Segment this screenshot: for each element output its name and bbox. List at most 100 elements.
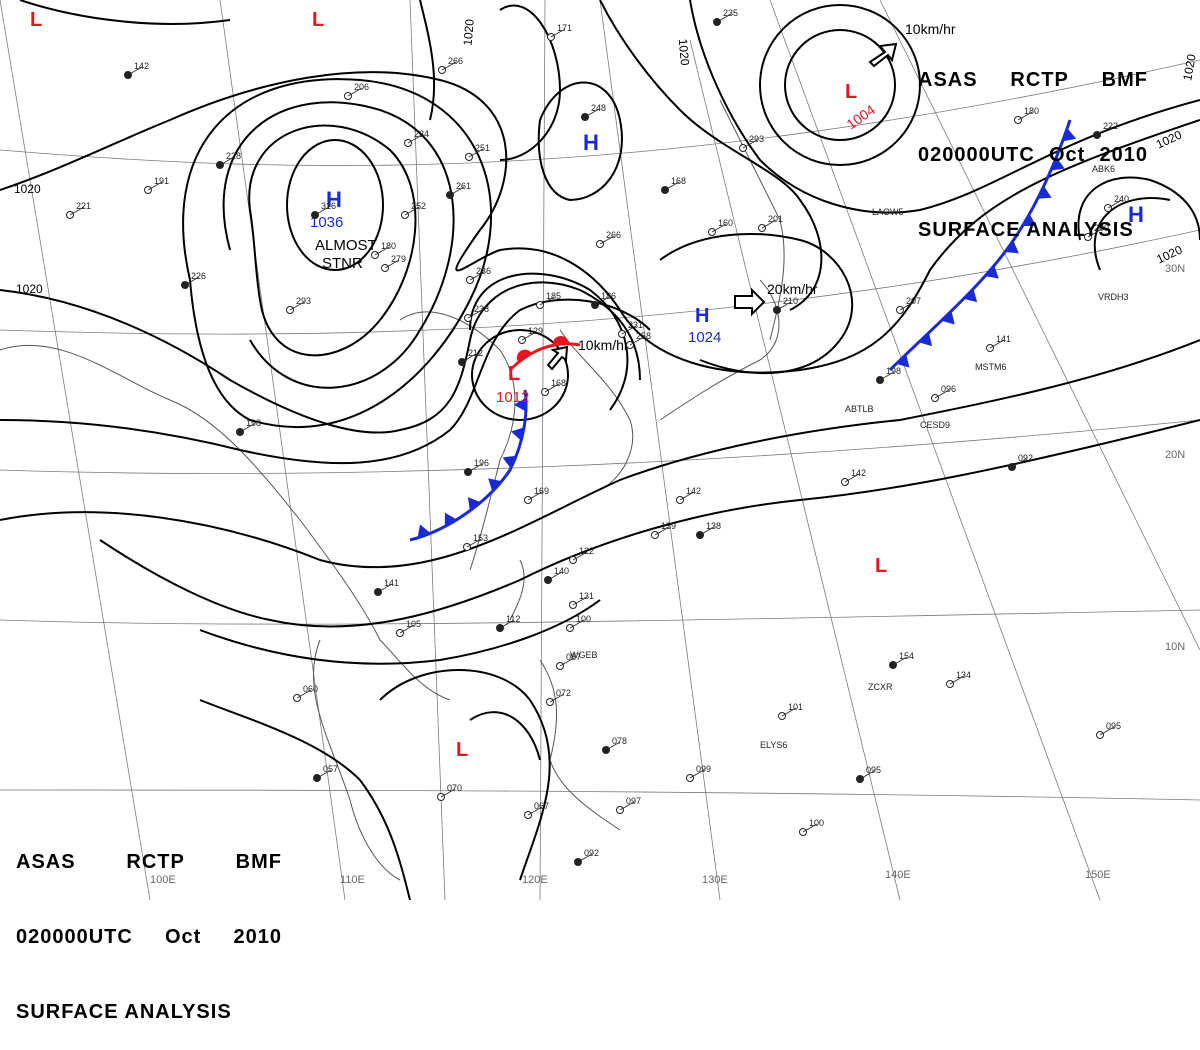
wind-barb	[384, 259, 400, 269]
title-time: 020000UTC	[918, 144, 1035, 166]
station-pressure-value: 206	[354, 82, 369, 92]
station-pressure-value: 067	[534, 801, 549, 811]
station-pressure-value: 100	[576, 614, 591, 624]
cold-front-triangle	[1037, 186, 1052, 199]
title-code: BMF	[1101, 69, 1148, 91]
station-pressure-value: 234	[414, 129, 429, 139]
isobars	[0, 0, 1200, 900]
station-pressure-value: 138	[706, 521, 721, 531]
station-pressure-value: 096	[941, 384, 956, 394]
wind-barb	[1096, 126, 1112, 136]
wind-barb	[539, 296, 555, 306]
station-pressure-value: 235	[723, 8, 738, 18]
wind-barb	[761, 219, 777, 229]
wind-barb	[289, 301, 305, 311]
cold-front-triangle	[511, 427, 525, 441]
cold-front-triangle	[444, 512, 457, 527]
wind-barb	[679, 491, 695, 501]
station-pressure-value: 139	[661, 521, 676, 531]
wind-barb	[654, 526, 670, 536]
wind-barb	[441, 61, 457, 71]
wind-barb	[440, 788, 456, 798]
lon-label-120e: 120E	[522, 874, 548, 886]
chart-title-top: ASAS RCTP BMF 020000UTC Oct 2010 SURFACE ANA…	[918, 18, 1148, 268]
cold-front-triangle	[417, 524, 431, 539]
wind-barb	[1017, 111, 1033, 121]
station-pressure-value: 185	[546, 291, 561, 301]
station-pressure-value: 092	[1018, 453, 1033, 463]
station-id: LAOW5	[872, 207, 904, 217]
title-year: 2010	[1099, 144, 1148, 166]
station-pressure-value: 140	[554, 566, 569, 576]
station-pressure-value: 212	[468, 348, 483, 358]
cold-front-south	[409, 389, 528, 542]
wind-barb	[449, 186, 465, 196]
motion-speed-label-2: 20km/hr	[767, 281, 818, 297]
station-pressure-value: 072	[556, 688, 571, 698]
station-id: VRDH3	[1098, 292, 1129, 302]
station-pressure-value: 228	[226, 151, 241, 161]
title-agency: ASAS	[918, 69, 978, 91]
wind-barb	[699, 526, 715, 536]
station-pressure-value: 191	[154, 176, 169, 186]
wind-barb	[569, 619, 585, 629]
wind-barb	[879, 371, 895, 381]
wind-barb	[219, 156, 235, 166]
wind-barb	[599, 235, 615, 245]
station-pressure-value: 240	[1114, 194, 1129, 204]
station-pressure-value: 134	[956, 670, 971, 680]
wind-barb	[461, 353, 477, 363]
wind-barb	[844, 473, 860, 483]
title-code: BMF	[235, 851, 282, 873]
wind-barb	[594, 296, 610, 306]
wind-barb	[584, 108, 600, 118]
motion-speed-label-1: 10km/hr	[905, 21, 956, 37]
pressure-center-l-6: L	[30, 9, 42, 31]
station-pressure-value: 141	[384, 578, 399, 588]
station-pressure-value: 129	[528, 326, 543, 336]
station-pressure-value: 252	[411, 201, 426, 211]
cold-front-triangle	[502, 455, 517, 469]
isobar-label-1: 1020	[14, 182, 41, 196]
lat-label-20n: 20N	[1165, 449, 1185, 461]
wind-barb	[859, 770, 875, 780]
station-pressure-value: 248	[591, 103, 606, 113]
title-station: RCTP	[1010, 69, 1069, 91]
wind-barb	[399, 624, 415, 634]
wind-barb	[377, 583, 393, 593]
station-pressure-value: 251	[475, 143, 490, 153]
pressure-center-value-4: 1012	[496, 389, 529, 406]
station-pressure-value: 070	[447, 783, 462, 793]
station-ids: LAOW5 ABTLB CESD9 MSTM6 ZCXR ELYS6 WGEB VRDH3 AB…	[570, 164, 1129, 750]
station-pressure-value: 226	[191, 271, 206, 281]
surface-analysis-map: H 1036 ALMOST STNR H L 1004 H 1024 L 1012…	[0, 0, 1200, 900]
wind-barb	[776, 301, 792, 311]
title-month: Oct	[165, 926, 202, 948]
station-pressure-value: 266	[606, 230, 621, 240]
station-pressure-value: 258	[636, 331, 651, 341]
wind-barb	[467, 309, 483, 319]
wind-barb	[374, 246, 390, 256]
title-year: 2010	[233, 926, 282, 948]
pressure-center-l-1: L	[845, 81, 857, 103]
cold-front-triangle	[1005, 240, 1019, 254]
title-time: 020000UTC	[16, 926, 133, 948]
title-station: RCTP	[126, 851, 185, 873]
wind-barb	[547, 571, 563, 581]
wind-barb	[1107, 199, 1123, 209]
station-pressure-value: 105	[406, 619, 421, 629]
wind-barb	[314, 206, 330, 216]
wind-barb	[1099, 726, 1115, 736]
station-pressure-value: 112	[506, 614, 520, 624]
cold-front-triangle	[514, 397, 527, 412]
wind-barb	[802, 823, 818, 833]
wind-barb	[469, 271, 485, 281]
wind-barb	[316, 769, 332, 779]
wind-barb	[527, 491, 543, 501]
pressure-center-value-1: 1036	[310, 214, 343, 231]
wind-barb	[949, 675, 965, 685]
wind-barb	[989, 339, 1005, 349]
station-pressure-value: 099	[696, 764, 711, 774]
station-pressure-value: 236	[476, 266, 491, 276]
lon-label-150e: 150E	[1085, 869, 1111, 881]
